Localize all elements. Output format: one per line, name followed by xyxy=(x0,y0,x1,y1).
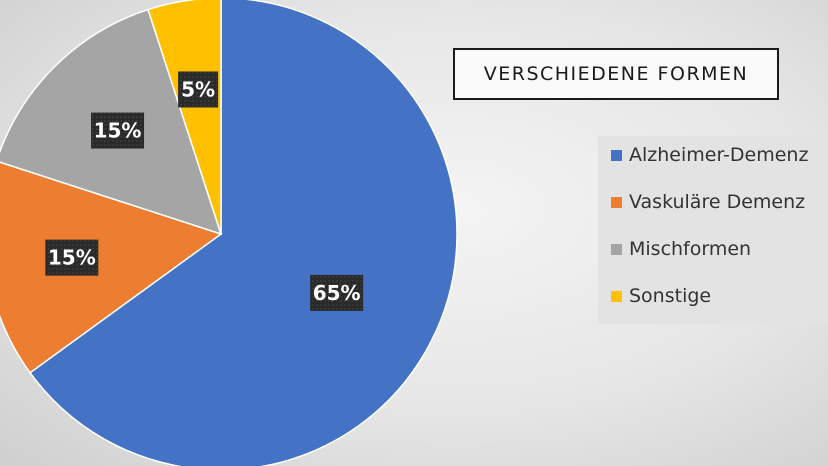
data-label-alzheimer: 65% xyxy=(310,274,364,311)
legend-swatch-vaskulaer xyxy=(611,196,622,208)
data-label-bg xyxy=(91,112,145,149)
legend-swatch-sonstige xyxy=(611,290,622,302)
legend-item-sonstige: Sonstige xyxy=(611,285,711,307)
data-label-text: 5% xyxy=(181,77,215,101)
chart-legend: Alzheimer-Demenz Vaskuläre Demenz Mischf… xyxy=(598,136,828,324)
legend-swatch-alzheimer xyxy=(611,149,622,161)
legend-label-alzheimer: Alzheimer-Demenz xyxy=(629,144,809,166)
data-label-sonstige: 5% xyxy=(178,71,219,108)
data-label-bg xyxy=(310,274,364,311)
data-label-text: 15% xyxy=(94,119,142,143)
legend-label-sonstige: Sonstige xyxy=(629,285,712,307)
data-label-vaskulaer: 15% xyxy=(45,239,99,276)
data-label-bg xyxy=(45,239,99,276)
pie-slice-alzheimer xyxy=(29,0,458,466)
data-label-text: 15% xyxy=(48,246,96,270)
legend-swatch-mischformen xyxy=(611,243,622,255)
legend-item-vaskulaer: Vaskuläre Demenz xyxy=(611,191,805,213)
pie-slice-sonstige xyxy=(147,0,222,235)
chart-title: VERSCHIEDENE FORMEN xyxy=(453,48,779,100)
data-label-text: 65% xyxy=(313,281,361,305)
data-label-mischformen: 15% xyxy=(91,112,145,149)
legend-item-mischformen: Mischformen xyxy=(611,238,751,260)
legend-item-alzheimer: Alzheimer-Demenz xyxy=(611,144,808,166)
data-label-bg xyxy=(178,71,219,108)
legend-label-mischformen: Mischformen xyxy=(629,238,752,260)
pie-slice-vaskulaer xyxy=(0,161,223,374)
legend-label-vaskulaer: Vaskuläre Demenz xyxy=(629,191,806,213)
